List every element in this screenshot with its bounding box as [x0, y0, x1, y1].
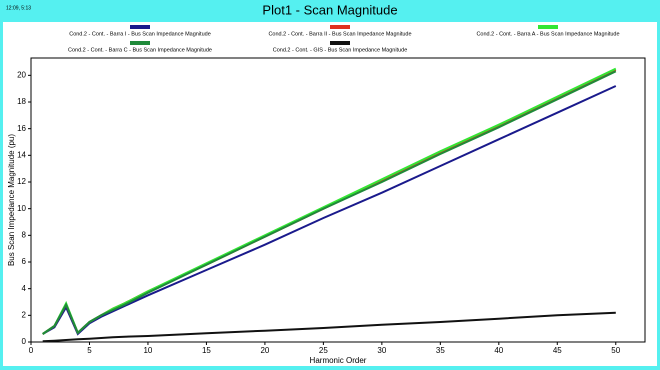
- legend-swatch: [130, 41, 150, 45]
- y-tick-label: 14: [17, 150, 26, 159]
- legend-swatch: [330, 41, 350, 45]
- legend-swatch: [130, 25, 150, 29]
- x-tick-label: 50: [611, 346, 620, 355]
- x-tick-label: 25: [319, 346, 328, 355]
- x-tick-label: 15: [202, 346, 211, 355]
- y-tick-label: 10: [17, 204, 26, 213]
- y-tick-label: 4: [22, 284, 27, 293]
- y-tick-label: 8: [22, 230, 27, 239]
- x-tick-label: 20: [260, 346, 269, 355]
- plot-frame: [30, 57, 646, 343]
- timestamp: 12:09, 5:13: [6, 5, 31, 11]
- legend-label: Cond.2 - Cont. - Barra II - Bus Scan Imp…: [268, 31, 411, 37]
- legend-label: Cond.2 - Cont. - Barra I - Bus Scan Impe…: [69, 31, 211, 37]
- y-tick-label: 2: [22, 310, 27, 319]
- series-line: [42, 311, 616, 343]
- x-tick-label: 0: [29, 346, 34, 355]
- x-tick-label: 35: [436, 346, 445, 355]
- x-tick-label: 45: [553, 346, 562, 355]
- x-tick-label: 40: [494, 346, 503, 355]
- y-tick-label: 12: [17, 177, 26, 186]
- legend-label: Cond.2 - Cont. - GIS - Bus Scan Impedanc…: [273, 47, 408, 53]
- y-tick-label: 6: [22, 257, 27, 266]
- legend-swatch: [330, 25, 350, 29]
- y-tick-label: 16: [17, 124, 26, 133]
- legend-label: Cond.2 - Cont. - Barra C - Bus Scan Impe…: [68, 47, 212, 53]
- y-tick-label: 18: [17, 97, 26, 106]
- series-line: [42, 70, 617, 335]
- y-tick-label: 20: [17, 70, 26, 79]
- x-tick-label: 10: [143, 346, 152, 355]
- x-tick-label: 5: [87, 346, 92, 355]
- y-tick-label: 0: [22, 337, 27, 346]
- x-axis-label: Harmonic Order: [310, 356, 367, 365]
- chart-title: Plot1 - Scan Magnitude: [262, 2, 397, 17]
- legend-label: Cond.2 - Cont. - Barra A - Bus Scan Impe…: [476, 31, 619, 37]
- y-axis-label: Bus Scan Impedance Magnitude (pu): [7, 134, 16, 266]
- legend-swatch: [538, 25, 558, 29]
- x-tick-label: 30: [377, 346, 386, 355]
